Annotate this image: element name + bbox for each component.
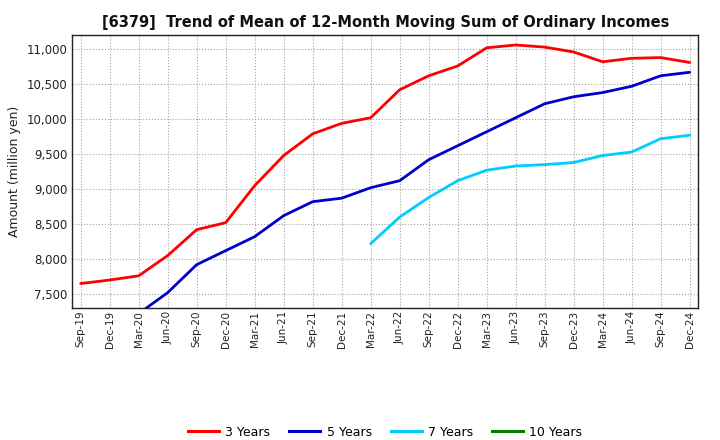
Y-axis label: Amount (million yen): Amount (million yen) bbox=[8, 106, 21, 237]
Title: [6379]  Trend of Mean of 12-Month Moving Sum of Ordinary Incomes: [6379] Trend of Mean of 12-Month Moving … bbox=[102, 15, 669, 30]
Legend: 3 Years, 5 Years, 7 Years, 10 Years: 3 Years, 5 Years, 7 Years, 10 Years bbox=[183, 421, 588, 440]
